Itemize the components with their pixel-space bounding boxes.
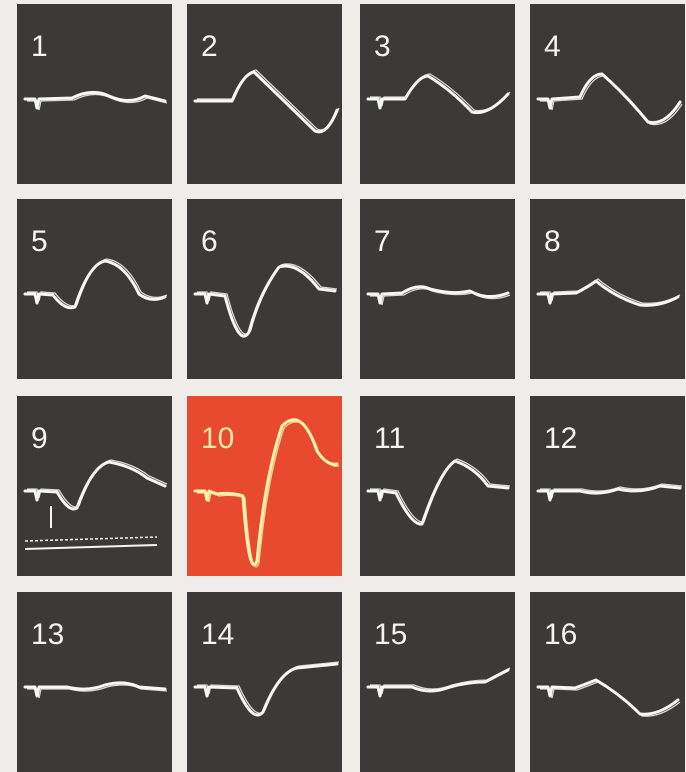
panel: 14 [187,592,342,772]
panel-label: 7 [374,225,391,258]
panel-label: 15 [374,618,407,651]
panel: 9 [17,396,172,576]
panel: 1 [17,4,172,184]
panel: 11 [360,396,515,576]
panel: 13 [17,592,172,772]
panel: 4 [530,4,685,184]
panel-label: 12 [544,422,577,455]
figure: 12345678910111213141516 [0,0,686,772]
panel-label: 9 [31,422,48,455]
panel-label: 6 [201,225,218,258]
panel-label: 10 [201,422,234,455]
panel-label: 3 [374,30,391,63]
panel: 3 [360,4,515,184]
panel: 5 [17,199,172,379]
panel: 8 [530,199,685,379]
panel-label: 1 [31,30,48,63]
panel-label: 14 [201,618,234,651]
panel-label: 16 [544,618,577,651]
panel: 7 [360,199,515,379]
panel: 2 [187,4,342,184]
panel: 15 [360,592,515,772]
panel-label: 5 [31,225,48,258]
panel-label: 13 [31,618,64,651]
panel: 10 [187,396,342,576]
panel-label: 2 [201,30,218,63]
panel: 16 [530,592,685,772]
panel: 6 [187,199,342,379]
panel: 12 [530,396,685,576]
panel-label: 4 [544,30,561,63]
panel-label: 8 [544,225,561,258]
panel-label: 11 [374,422,405,455]
